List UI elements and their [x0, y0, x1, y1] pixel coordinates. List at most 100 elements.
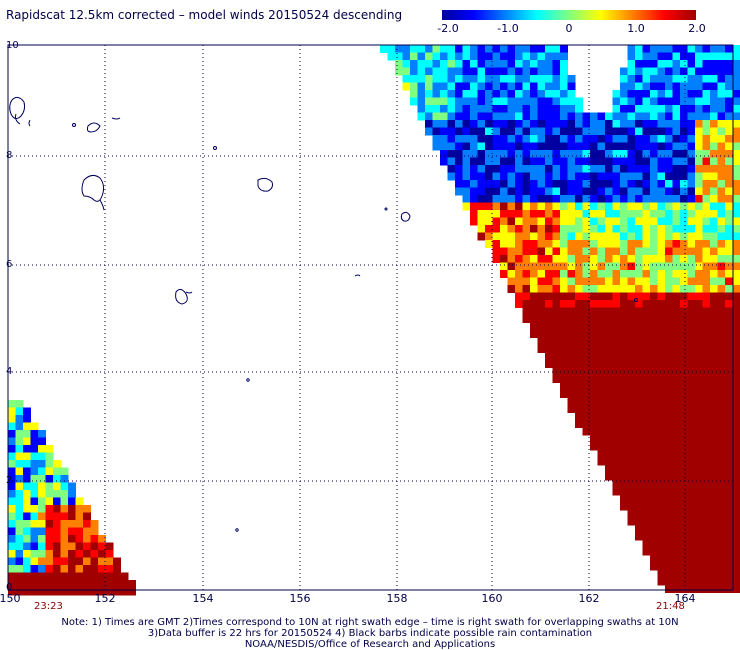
wind-cell: [38, 475, 46, 483]
wind-cell: [657, 540, 666, 548]
wind-cell: [680, 97, 688, 106]
y-tick-label: 8: [6, 150, 13, 161]
wind-cell: [620, 180, 628, 188]
wind-cell: [642, 442, 651, 451]
wind-cell: [695, 555, 703, 563]
wind-cell: [672, 210, 681, 218]
wind-cell: [717, 375, 726, 383]
wind-cell: [432, 90, 441, 98]
wind-cell: [620, 75, 628, 83]
wind-cell: [627, 157, 636, 166]
wind-cell: [635, 420, 643, 428]
wind-cell: [560, 60, 568, 68]
wind-cell: [635, 135, 643, 143]
wind-cell: [635, 120, 643, 128]
wind-cell: [515, 165, 523, 173]
wind-cell: [717, 585, 726, 593]
wind-cell: [560, 255, 568, 263]
wind-cell: [440, 82, 448, 91]
wind-cell: [545, 255, 553, 263]
wind-cell: [725, 75, 733, 83]
wind-cell: [507, 82, 516, 91]
wind-cell: [695, 577, 703, 586]
wind-cell: [432, 120, 441, 128]
wind-cell: [642, 210, 651, 218]
wind-cell: [725, 322, 733, 331]
wind-cell: [702, 52, 711, 61]
wind-cell: [702, 120, 711, 128]
wind-cell: [500, 232, 508, 241]
wind-cell: [687, 450, 696, 458]
wind-cell: [530, 322, 538, 331]
wind-cell: [702, 517, 711, 526]
wind-cell: [650, 300, 658, 308]
wind-cell: [575, 352, 583, 361]
wind-cell: [507, 127, 516, 136]
wind-cell: [402, 60, 411, 68]
wind-cell: [627, 427, 636, 436]
wind-cell: [702, 97, 711, 106]
wind-cell: [507, 240, 516, 248]
wind-cell: [455, 157, 463, 166]
wind-cell: [590, 120, 598, 128]
wind-cell: [537, 315, 546, 323]
wind-cell: [492, 195, 501, 203]
wind-cell: [710, 352, 718, 361]
wind-cell: [575, 367, 583, 376]
wind-cell: [45, 505, 54, 513]
wind-cell: [75, 587, 84, 596]
wind-cell: [642, 382, 651, 391]
wind-cell: [627, 90, 636, 98]
wind-cell: [500, 165, 508, 173]
wind-cell: [575, 337, 583, 346]
wind-cell: [627, 202, 636, 211]
wind-cell: [672, 105, 681, 113]
wind-cell: [725, 67, 733, 76]
wind-cell: [462, 135, 471, 143]
wind-cell: [567, 337, 576, 346]
wind-cell: [657, 315, 666, 323]
wind-cell: [605, 322, 613, 331]
wind-cell: [440, 52, 448, 61]
wind-cell: [552, 255, 561, 263]
wind-cell: [417, 90, 426, 98]
wind-cell: [567, 75, 576, 83]
wind-cell: [30, 542, 39, 551]
wind-cell: [515, 195, 523, 203]
wind-cell: [642, 225, 651, 233]
wind-cell: [695, 292, 703, 301]
wind-cell: [530, 67, 538, 76]
wind-cell: [537, 270, 546, 278]
wind-cell: [552, 330, 561, 338]
wind-cell: [717, 420, 726, 428]
wind-cell: [60, 527, 69, 536]
wind-cell: [725, 202, 733, 211]
wind-cell: [522, 277, 531, 286]
wind-cell: [575, 187, 583, 196]
wind-cell: [30, 445, 39, 453]
wind-cell: [642, 97, 651, 106]
wind-cell: [522, 195, 531, 203]
wind-cell: [665, 322, 673, 331]
wind-cell: [642, 345, 651, 353]
wind-cell: [83, 565, 91, 573]
wind-cell: [710, 585, 718, 593]
wind-cell: [642, 367, 651, 376]
wind-cell: [710, 75, 718, 83]
wind-cell: [30, 557, 39, 566]
wind-cell: [717, 487, 726, 496]
wind-cell: [552, 360, 561, 368]
wind-cell: [515, 67, 523, 76]
wind-cell: [725, 570, 733, 578]
wind-cell: [545, 90, 553, 98]
wind-cell: [657, 397, 666, 406]
wind-cell: [575, 172, 583, 181]
wind-cell: [582, 225, 591, 233]
wind-cell: [545, 105, 553, 113]
wind-cell: [68, 580, 76, 588]
wind-cell: [23, 430, 31, 438]
wind-cell: [68, 557, 76, 566]
wind-cell: [45, 520, 54, 528]
wind-cell: [575, 315, 583, 323]
wind-cell: [665, 247, 673, 256]
